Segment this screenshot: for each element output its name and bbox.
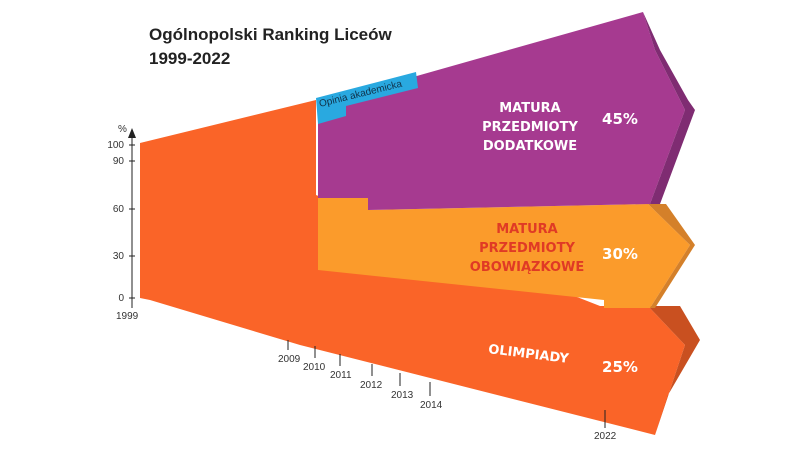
svg-text:60: 60 [113, 204, 125, 215]
band-dodatkowe-side [643, 12, 695, 204]
obowiazkowe-percent: 30% [602, 245, 638, 263]
chart-title: Ogólnopolski Ranking Liceów [149, 25, 393, 44]
x-tick-2022: 2022 [594, 410, 617, 442]
y-tick-90: 90 [113, 156, 135, 167]
svg-text:2009: 2009 [278, 354, 301, 365]
x-tick-2013: 2013 [391, 373, 414, 401]
y-tick-30: 30 [113, 251, 135, 262]
x-tick-2014: 2014 [420, 382, 443, 411]
svg-text:2011: 2011 [330, 370, 352, 381]
band-obowiazkowe-side [648, 204, 695, 308]
band-obowiazkowe [318, 198, 690, 308]
svg-text:2012: 2012 [360, 380, 383, 391]
x-tick-2012: 2012 [360, 364, 383, 391]
x-tick-2010: 2010 [303, 346, 326, 373]
band-dodatkowe [318, 12, 685, 210]
x-tick-1999: 1999 [116, 300, 139, 322]
band-olimpiady-side [648, 306, 700, 435]
obowiazkowe-line-2: PRZEDMIOTY [479, 241, 575, 256]
dodatkowe-line-3: DODATKOWE [483, 139, 577, 154]
obowiazkowe-line-3: OBOWIĄZKOWE [470, 260, 584, 275]
y-tick-60: 60 [113, 204, 135, 215]
dodatkowe-percent: 45% [602, 110, 638, 128]
y-tick-0: 0 [118, 293, 135, 304]
band-opinia-akademicka [316, 72, 418, 124]
svg-text:2022: 2022 [594, 431, 617, 442]
svg-text:0: 0 [118, 293, 124, 304]
y-axis-arrow [128, 128, 136, 138]
dodatkowe-line-2: PRZEDMIOTY [482, 120, 578, 135]
svg-text:90: 90 [113, 156, 125, 167]
chart-subtitle: 1999-2022 [149, 49, 230, 68]
dodatkowe-line-1: MATURA [499, 101, 560, 116]
svg-text:1999: 1999 [116, 311, 139, 322]
svg-text:2013: 2013 [391, 390, 414, 401]
svg-text:30: 30 [113, 251, 125, 262]
svg-text:100: 100 [107, 140, 124, 151]
y-tick-100: 100 [107, 140, 135, 151]
x-tick-2009: 2009 [278, 340, 301, 365]
svg-text:2010: 2010 [303, 362, 326, 373]
x-tick-2011: 2011 [330, 354, 352, 381]
olimpiady-percent: 25% [602, 358, 638, 376]
obowiazkowe-line-1: MATURA [496, 222, 557, 237]
svg-text:2014: 2014 [420, 400, 443, 411]
y-axis-unit: % [118, 124, 127, 135]
